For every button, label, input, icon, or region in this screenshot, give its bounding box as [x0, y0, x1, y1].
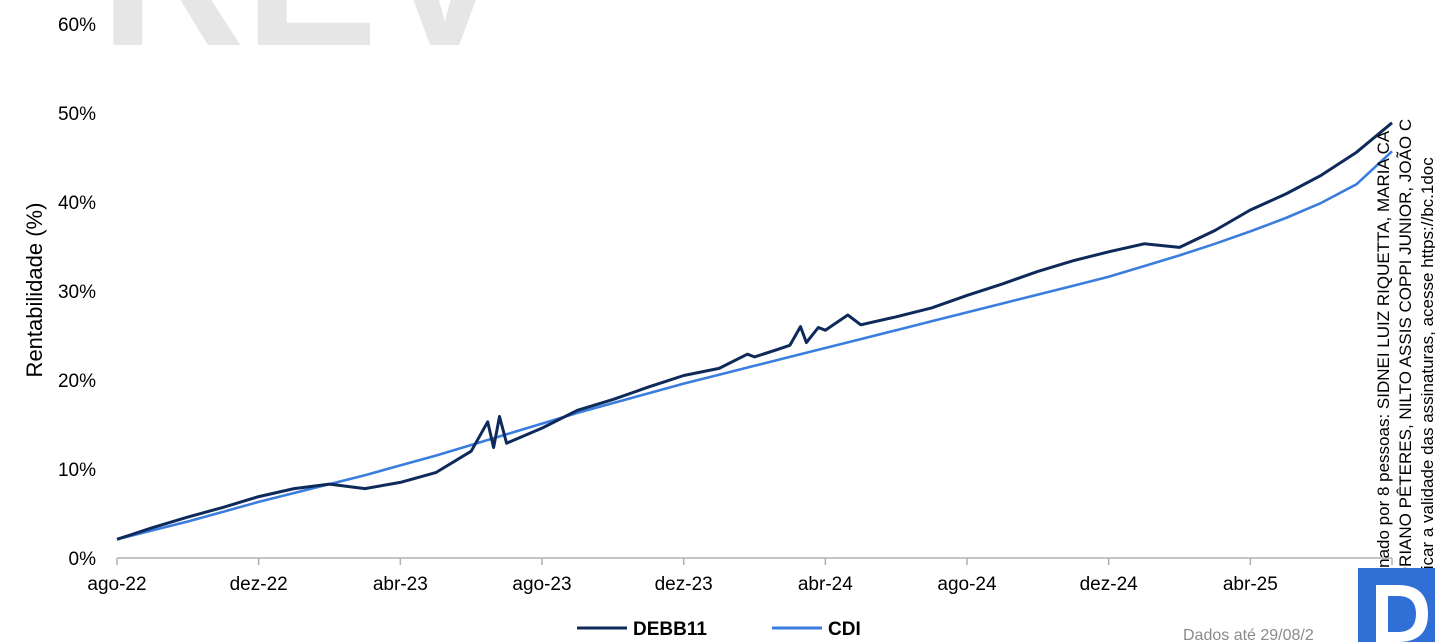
y-tick-label: 0%: [69, 549, 97, 570]
legend: DEBB11 CDI: [577, 619, 861, 640]
y-tick-label: 60%: [58, 15, 96, 36]
watermark-text: REV: [100, 0, 511, 88]
y-tick-label: 10%: [58, 460, 96, 481]
signature-line-3: Para verificar a validade das assinatura…: [1418, 157, 1435, 642]
signature-line-2: FLORIANO PÊTERES, NILTO ASSIS COPPI JUNI…: [1396, 119, 1415, 600]
x-tick-label: abr-24: [798, 574, 853, 595]
doc-logo-icon: [1358, 568, 1435, 642]
legend-label-cdi: CDI: [828, 619, 861, 640]
y-tick-label: 50%: [58, 104, 96, 125]
x-tick-label: ago-23: [512, 574, 571, 595]
y-axis-title: Rentabilidade (%): [22, 203, 47, 378]
x-tick-label: dez-24: [1080, 574, 1139, 595]
x-tick-label: dez-22: [230, 574, 288, 595]
x-tick-label: abr-23: [373, 574, 428, 595]
series-line-cdi: [116, 150, 1393, 541]
series-line-debb11: [116, 121, 1393, 541]
y-tick-label: 20%: [58, 371, 96, 392]
series-layer: [116, 121, 1393, 541]
y-tick-label: 40%: [58, 193, 96, 214]
footnote: Dados até 29/08/2: [1183, 627, 1314, 642]
y-axis-ticks: 0% 10% 20% 30% 40% 50% 60%: [58, 15, 96, 570]
x-tick-label: dez-23: [655, 574, 713, 595]
x-tick-label: abr-25: [1223, 574, 1278, 595]
signature-line-1: Assinado por 8 pessoas: SIDNEI LUIZ RIQU…: [1374, 130, 1393, 600]
signature-block: Assinado por 8 pessoas: SIDNEI LUIZ RIQU…: [1374, 119, 1435, 642]
x-axis-ticks: ago-22 dez-22 abr-23 ago-23 dez-23 abr-24 ago-…: [87, 558, 1422, 595]
legend-label-debb11: DEBB11: [633, 619, 707, 640]
x-tick-label: ago-22: [87, 574, 146, 595]
y-tick-label: 30%: [58, 282, 96, 303]
x-tick-label: ago-24: [937, 574, 997, 595]
